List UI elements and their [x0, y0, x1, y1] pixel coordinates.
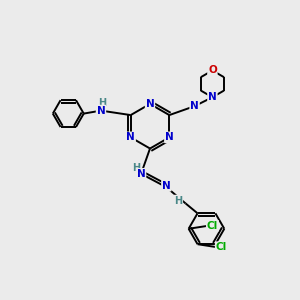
Text: N: N: [126, 132, 135, 142]
Text: N: N: [165, 132, 174, 142]
Text: O: O: [208, 65, 217, 76]
Text: N: N: [97, 106, 105, 116]
Text: N: N: [162, 181, 171, 191]
Text: Cl: Cl: [207, 221, 218, 231]
Text: H: H: [174, 196, 182, 206]
Text: N: N: [190, 101, 199, 111]
Text: N: N: [137, 169, 146, 179]
Text: Cl: Cl: [216, 242, 227, 252]
Text: H: H: [98, 98, 106, 108]
Text: H: H: [132, 164, 140, 173]
Text: N: N: [208, 92, 217, 102]
Text: N: N: [146, 99, 154, 109]
